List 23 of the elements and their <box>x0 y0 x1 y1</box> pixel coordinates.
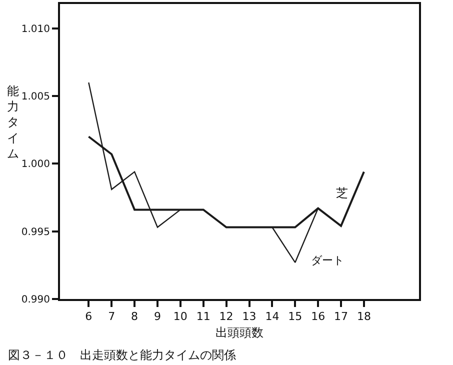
x-tick-label: 14 <box>265 310 280 324</box>
y-tick-label: 1.005 <box>21 92 50 103</box>
x-axis-title: 出頭頭数 <box>216 326 264 340</box>
x-tick-label: 8 <box>131 310 138 324</box>
caption: 図３－１０ 出走頭数と能力タイムの関係 <box>8 348 236 362</box>
series-label: ダート <box>311 254 344 267</box>
y-axis-title: 能力タイム <box>7 84 19 160</box>
y-tick-label: 1.010 <box>21 24 50 35</box>
y-tick-label: 0.995 <box>21 226 50 238</box>
x-tick-label: 10 <box>173 310 188 324</box>
x-tick-label: 12 <box>219 310 234 324</box>
x-tick-label: 9 <box>154 310 161 324</box>
x-tick-label: 13 <box>242 310 256 324</box>
x-tick-label: 17 <box>334 310 348 324</box>
x-tick-label: 15 <box>288 310 302 324</box>
y-tick-label: 1.000 <box>21 159 50 170</box>
x-tick-label: 7 <box>108 310 116 324</box>
y-tick-label: 0.990 <box>21 294 50 306</box>
x-tick-label: 11 <box>196 310 210 324</box>
series-label: 芝 <box>336 186 348 200</box>
x-tick-label: 18 <box>356 310 371 324</box>
x-tick-label: 6 <box>85 310 92 324</box>
x-tick-label: 16 <box>311 310 326 324</box>
